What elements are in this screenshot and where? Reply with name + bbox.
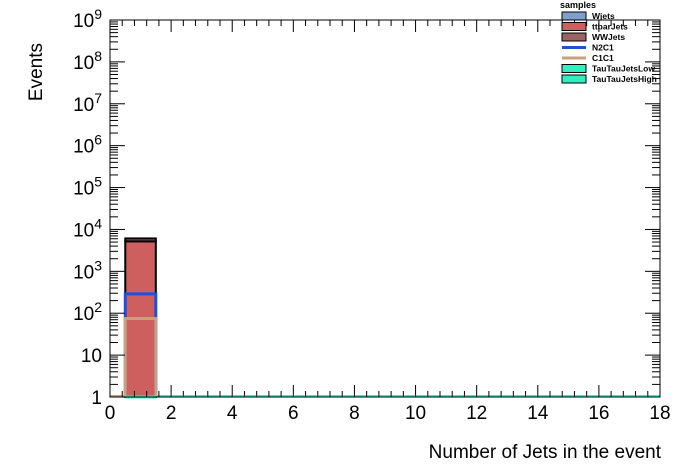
- x-tick-label: 18: [649, 403, 670, 424]
- x-tick-label: 14: [527, 403, 549, 424]
- y-tick-label: 109: [73, 6, 102, 32]
- y-tick-label: 103: [73, 257, 102, 283]
- legend-swatch-TauTauJetsHigh: [561, 74, 587, 84]
- y-tick-label: 106: [73, 132, 102, 158]
- bar-WWJets: [124, 237, 157, 243]
- legend-swatch-ttbarJets: [561, 22, 587, 31]
- x-axis-label: Number of Jets in the event: [429, 442, 662, 463]
- x-tick-label: 2: [166, 403, 177, 424]
- y-tick-label: 104: [73, 215, 102, 241]
- x-tick-label: 6: [288, 403, 299, 424]
- y-tick-label: 108: [73, 48, 102, 74]
- axes: 0 2 4 6 8 10 12 14 16 18 1 10 102 103 104 105 106 107 108 1…: [73, 6, 671, 424]
- y-tick-label: 105: [73, 174, 102, 200]
- legend: samples WjetsttbarJetsWWJetsN2C1C1C1TauT…: [560, 0, 657, 84]
- legend-label-Wjets: Wjets: [592, 11, 615, 21]
- legend-label-TauTauJetsLow: TauTauJetsLow: [592, 64, 655, 74]
- x-tick-label: 8: [349, 403, 360, 424]
- legend-title: samples: [560, 0, 596, 10]
- legend-label-WWJets: WWJets: [592, 32, 625, 42]
- plot-frame: [109, 19, 661, 398]
- x-tick-label: 16: [588, 403, 609, 424]
- legend-swatch-Wjets: [561, 11, 587, 21]
- legend-label-ttbarJets: ttbarJets: [592, 22, 628, 32]
- legend-swatch-TauTauJetsLow: [561, 64, 587, 73]
- x-tick-label: 0: [105, 403, 116, 424]
- y-tick-label: 1: [91, 388, 102, 409]
- legend-swatch-WWJets: [561, 32, 587, 42]
- x-tick-label: 4: [227, 403, 238, 424]
- x-tick-label: 10: [405, 403, 426, 424]
- plot-area: [110, 237, 660, 399]
- legend-label-C1C1: C1C1: [592, 53, 614, 63]
- line-C1C1: [123, 316, 158, 397]
- legend-label-N2C1: N2C1: [592, 43, 614, 53]
- y-tick-label: 102: [73, 299, 102, 325]
- y-tick-label: 10: [81, 346, 102, 367]
- legend-label-TauTauJetsHigh: TauTauJetsHigh: [592, 74, 657, 84]
- y-axis-label: Events: [26, 43, 47, 101]
- x-tick-label: 12: [466, 403, 487, 424]
- y-tick-label: 107: [73, 90, 102, 116]
